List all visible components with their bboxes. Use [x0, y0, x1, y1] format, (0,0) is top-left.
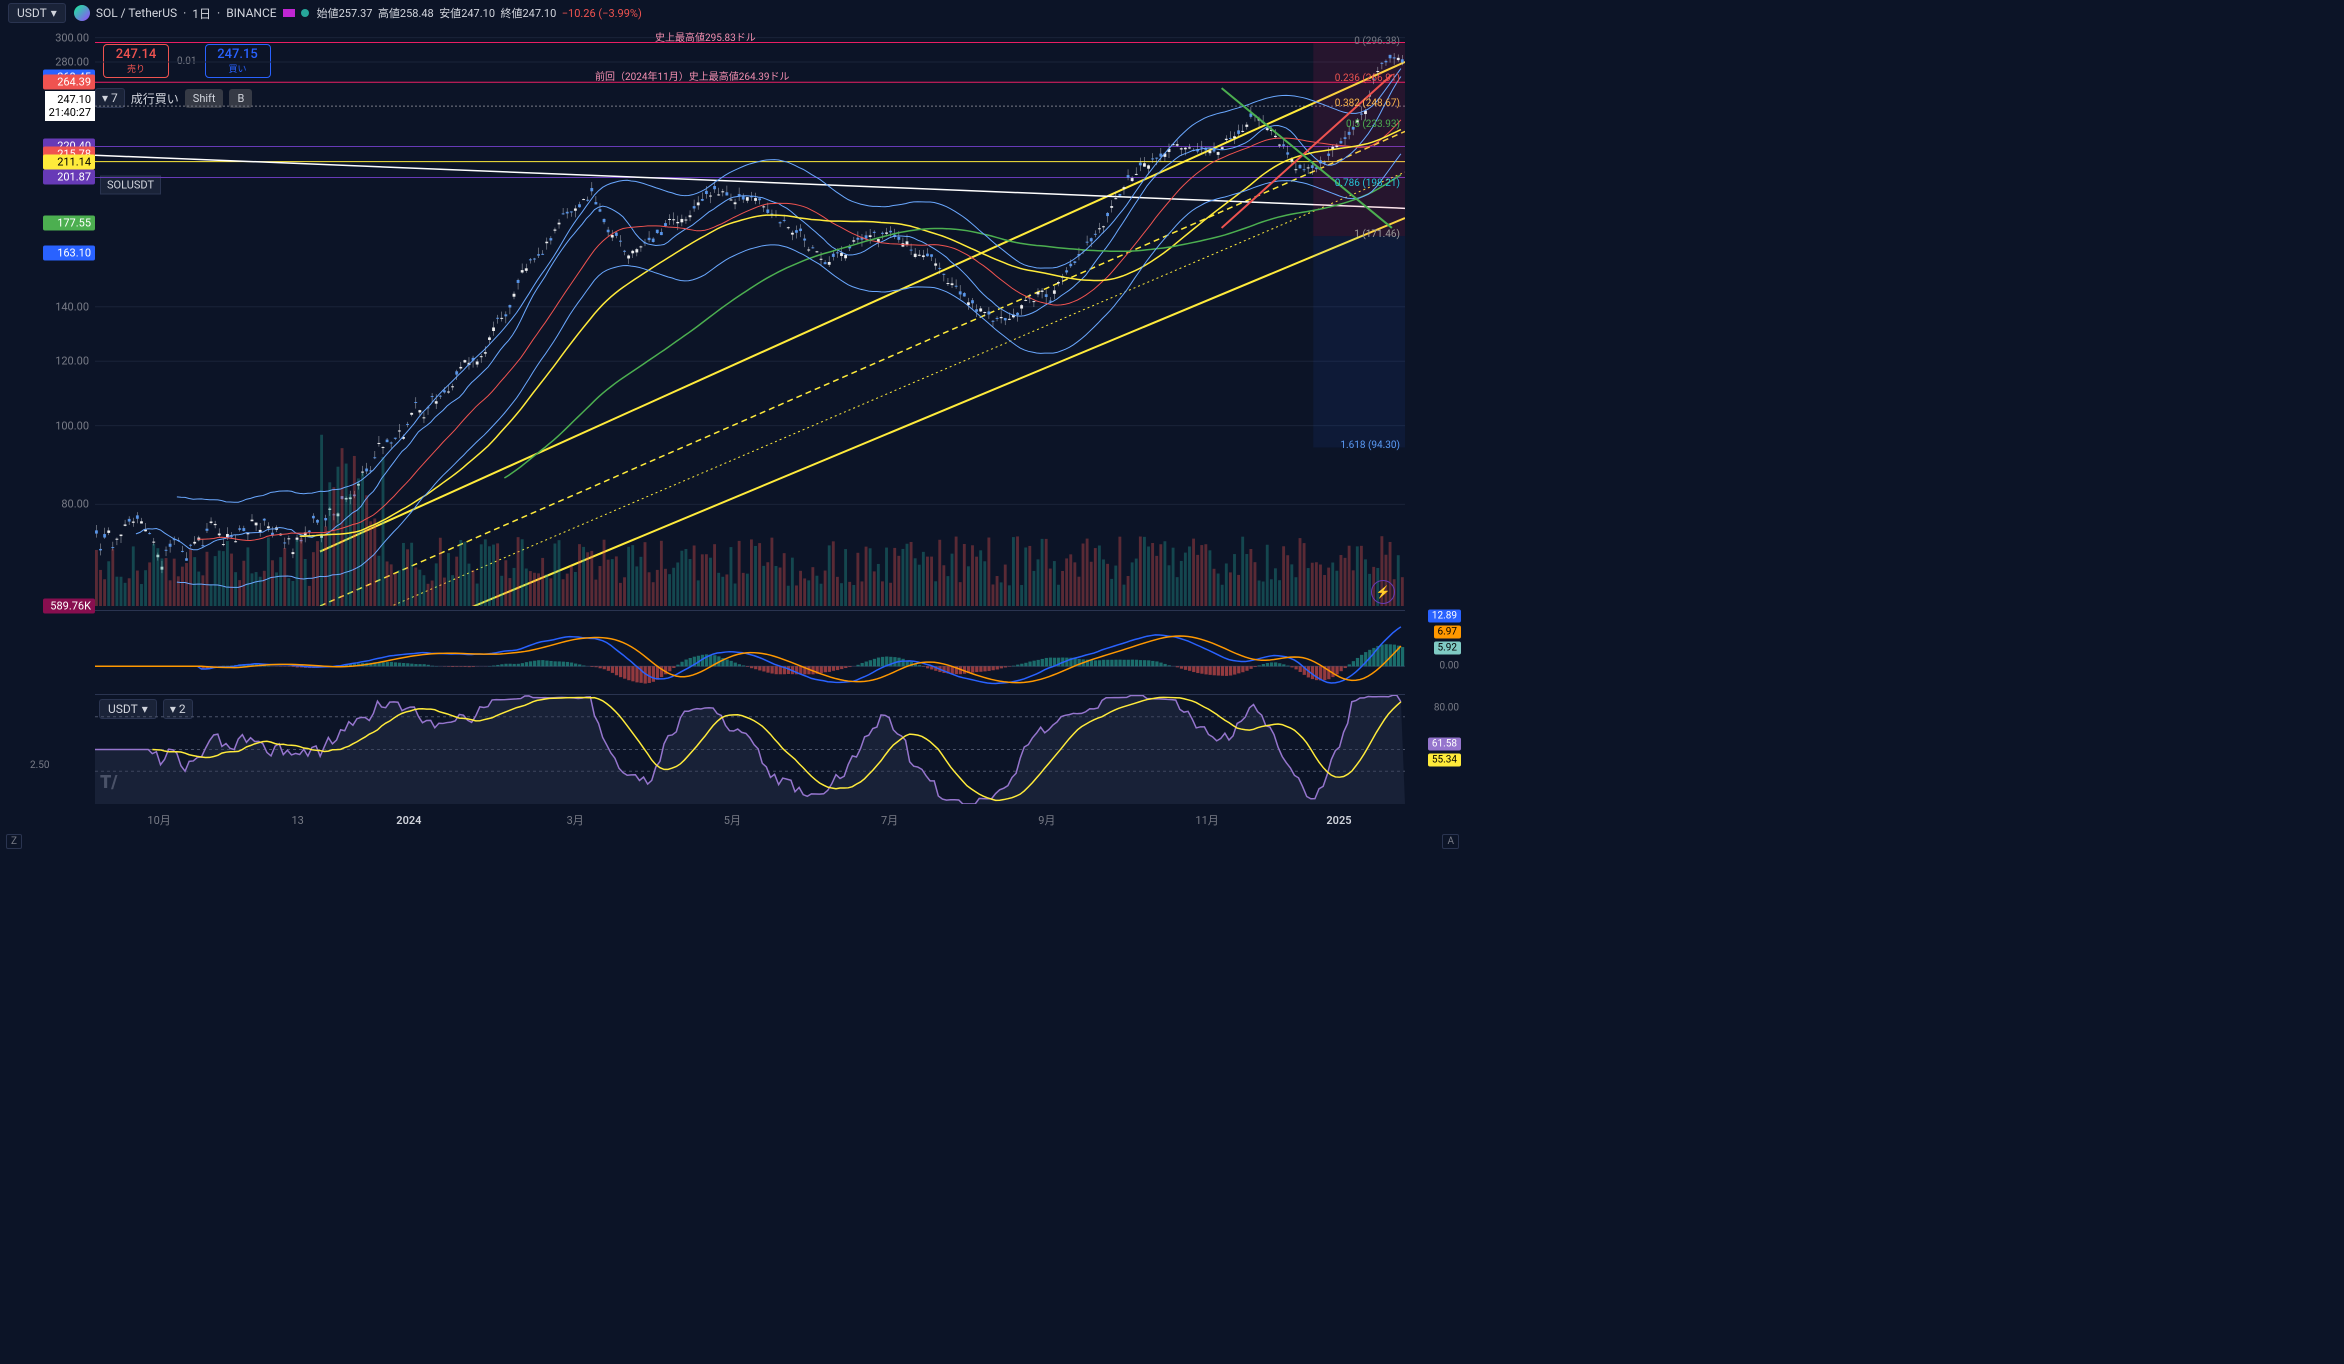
macd-canvas: [95, 611, 1405, 690]
y-tick: 120.00: [55, 355, 89, 368]
market-status-dot: [301, 9, 309, 17]
fib-label: 0.382 (248.67): [1335, 98, 1400, 109]
interval-text: 1日: [192, 5, 211, 22]
price-label: 201.87: [43, 170, 95, 185]
y-tick: 300.00: [55, 31, 89, 44]
chart-annotation: 史上最高値295.83ドル: [655, 29, 756, 44]
y-tick: 80.00: [1434, 703, 1459, 714]
main-chart[interactable]: [95, 26, 1405, 606]
macd-pane[interactable]: [95, 610, 1405, 690]
rsi-canvas: [95, 695, 1405, 804]
indicator-value: 6.97: [1434, 626, 1462, 639]
rsi-left-tick: 2.50: [30, 760, 50, 771]
fib-label: 1 (171.46): [1354, 229, 1400, 240]
indicator-value: 61.58: [1428, 738, 1461, 751]
fib-label: 0 (296.38): [1354, 36, 1400, 47]
symbol-text: SOL / TetherUS: [96, 6, 177, 20]
ohlc-display: 始値257.37 高値258.48 安値247.10 終値247.10 −10.…: [317, 5, 642, 21]
x-tick: 9月: [1038, 812, 1055, 828]
rsi-dropdown[interactable]: ▾ 2: [163, 699, 193, 719]
rsi-currency-select[interactable]: USDT ▾: [99, 699, 157, 719]
y-tick: 140.00: [55, 300, 89, 313]
y-tick: 80.00: [61, 498, 89, 511]
indicator-value: 12.89: [1428, 610, 1461, 623]
auto-scale-button[interactable]: A: [1442, 834, 1459, 849]
alert-icon[interactable]: ⚡: [1371, 580, 1395, 604]
tradingview-logo: T /: [100, 772, 117, 793]
symbol-info: SOL / TetherUS · 1日 · BINANCE: [74, 5, 309, 22]
zoom-out-button[interactable]: Z: [6, 834, 22, 849]
current-price-label: 247.1021:40:27: [45, 91, 95, 121]
rsi-pane[interactable]: USDT ▾ ▾ 2: [95, 694, 1405, 804]
fib-label: 0.236 (266.91): [1335, 73, 1400, 84]
y-tick: 280.00: [55, 55, 89, 68]
exchange-text: BINANCE: [226, 6, 276, 20]
x-tick: 13: [292, 814, 304, 827]
x-tick: 7月: [881, 812, 898, 828]
fib-label: 0.786 (198.21): [1335, 178, 1400, 189]
sol-icon[interactable]: [74, 5, 90, 21]
indicator-value: 55.34: [1428, 754, 1461, 767]
price-label: 177.55: [43, 215, 95, 230]
fib-label: 1.618 (94.30): [1340, 440, 1400, 451]
price-label: 211.14: [43, 154, 95, 169]
x-tick: 10月: [147, 812, 170, 828]
chevron-down-icon: ▾: [142, 702, 148, 716]
chevron-down-icon: ▾: [51, 6, 57, 20]
chart-header: USDT ▾ SOL / TetherUS · 1日 · BINANCE 始値2…: [0, 0, 1465, 26]
x-tick: 2024: [396, 814, 421, 827]
fib-label: 0.5 (233.93): [1346, 119, 1400, 130]
currency-label: USDT: [17, 6, 47, 20]
y-tick: 100.00: [55, 419, 89, 432]
indicator-value: 5.92: [1434, 642, 1462, 655]
currency-select[interactable]: USDT ▾: [8, 3, 66, 23]
y-tick: 0.00: [1440, 661, 1460, 672]
chart-annotation: 前回（2024年11月）史上最高値264.39ドル: [595, 68, 789, 83]
x-tick: 5月: [724, 812, 741, 828]
price-label: 589.76K: [43, 599, 95, 614]
x-axis: 10月 13 2024 3月 5月 7月 9月 11月 2025: [95, 808, 1405, 832]
price-label: 264.39: [43, 75, 95, 90]
chevron-down-icon: ▾: [170, 702, 176, 716]
x-tick: 2025: [1326, 814, 1351, 827]
flag-icon: [283, 9, 295, 17]
price-label: 163.10: [43, 245, 95, 260]
y-axis: 300.00280.00140.00120.00100.0080.00268.4…: [0, 26, 95, 606]
chart-canvas: [95, 26, 1405, 606]
x-tick: 11月: [1195, 812, 1218, 828]
x-tick: 3月: [567, 812, 584, 828]
